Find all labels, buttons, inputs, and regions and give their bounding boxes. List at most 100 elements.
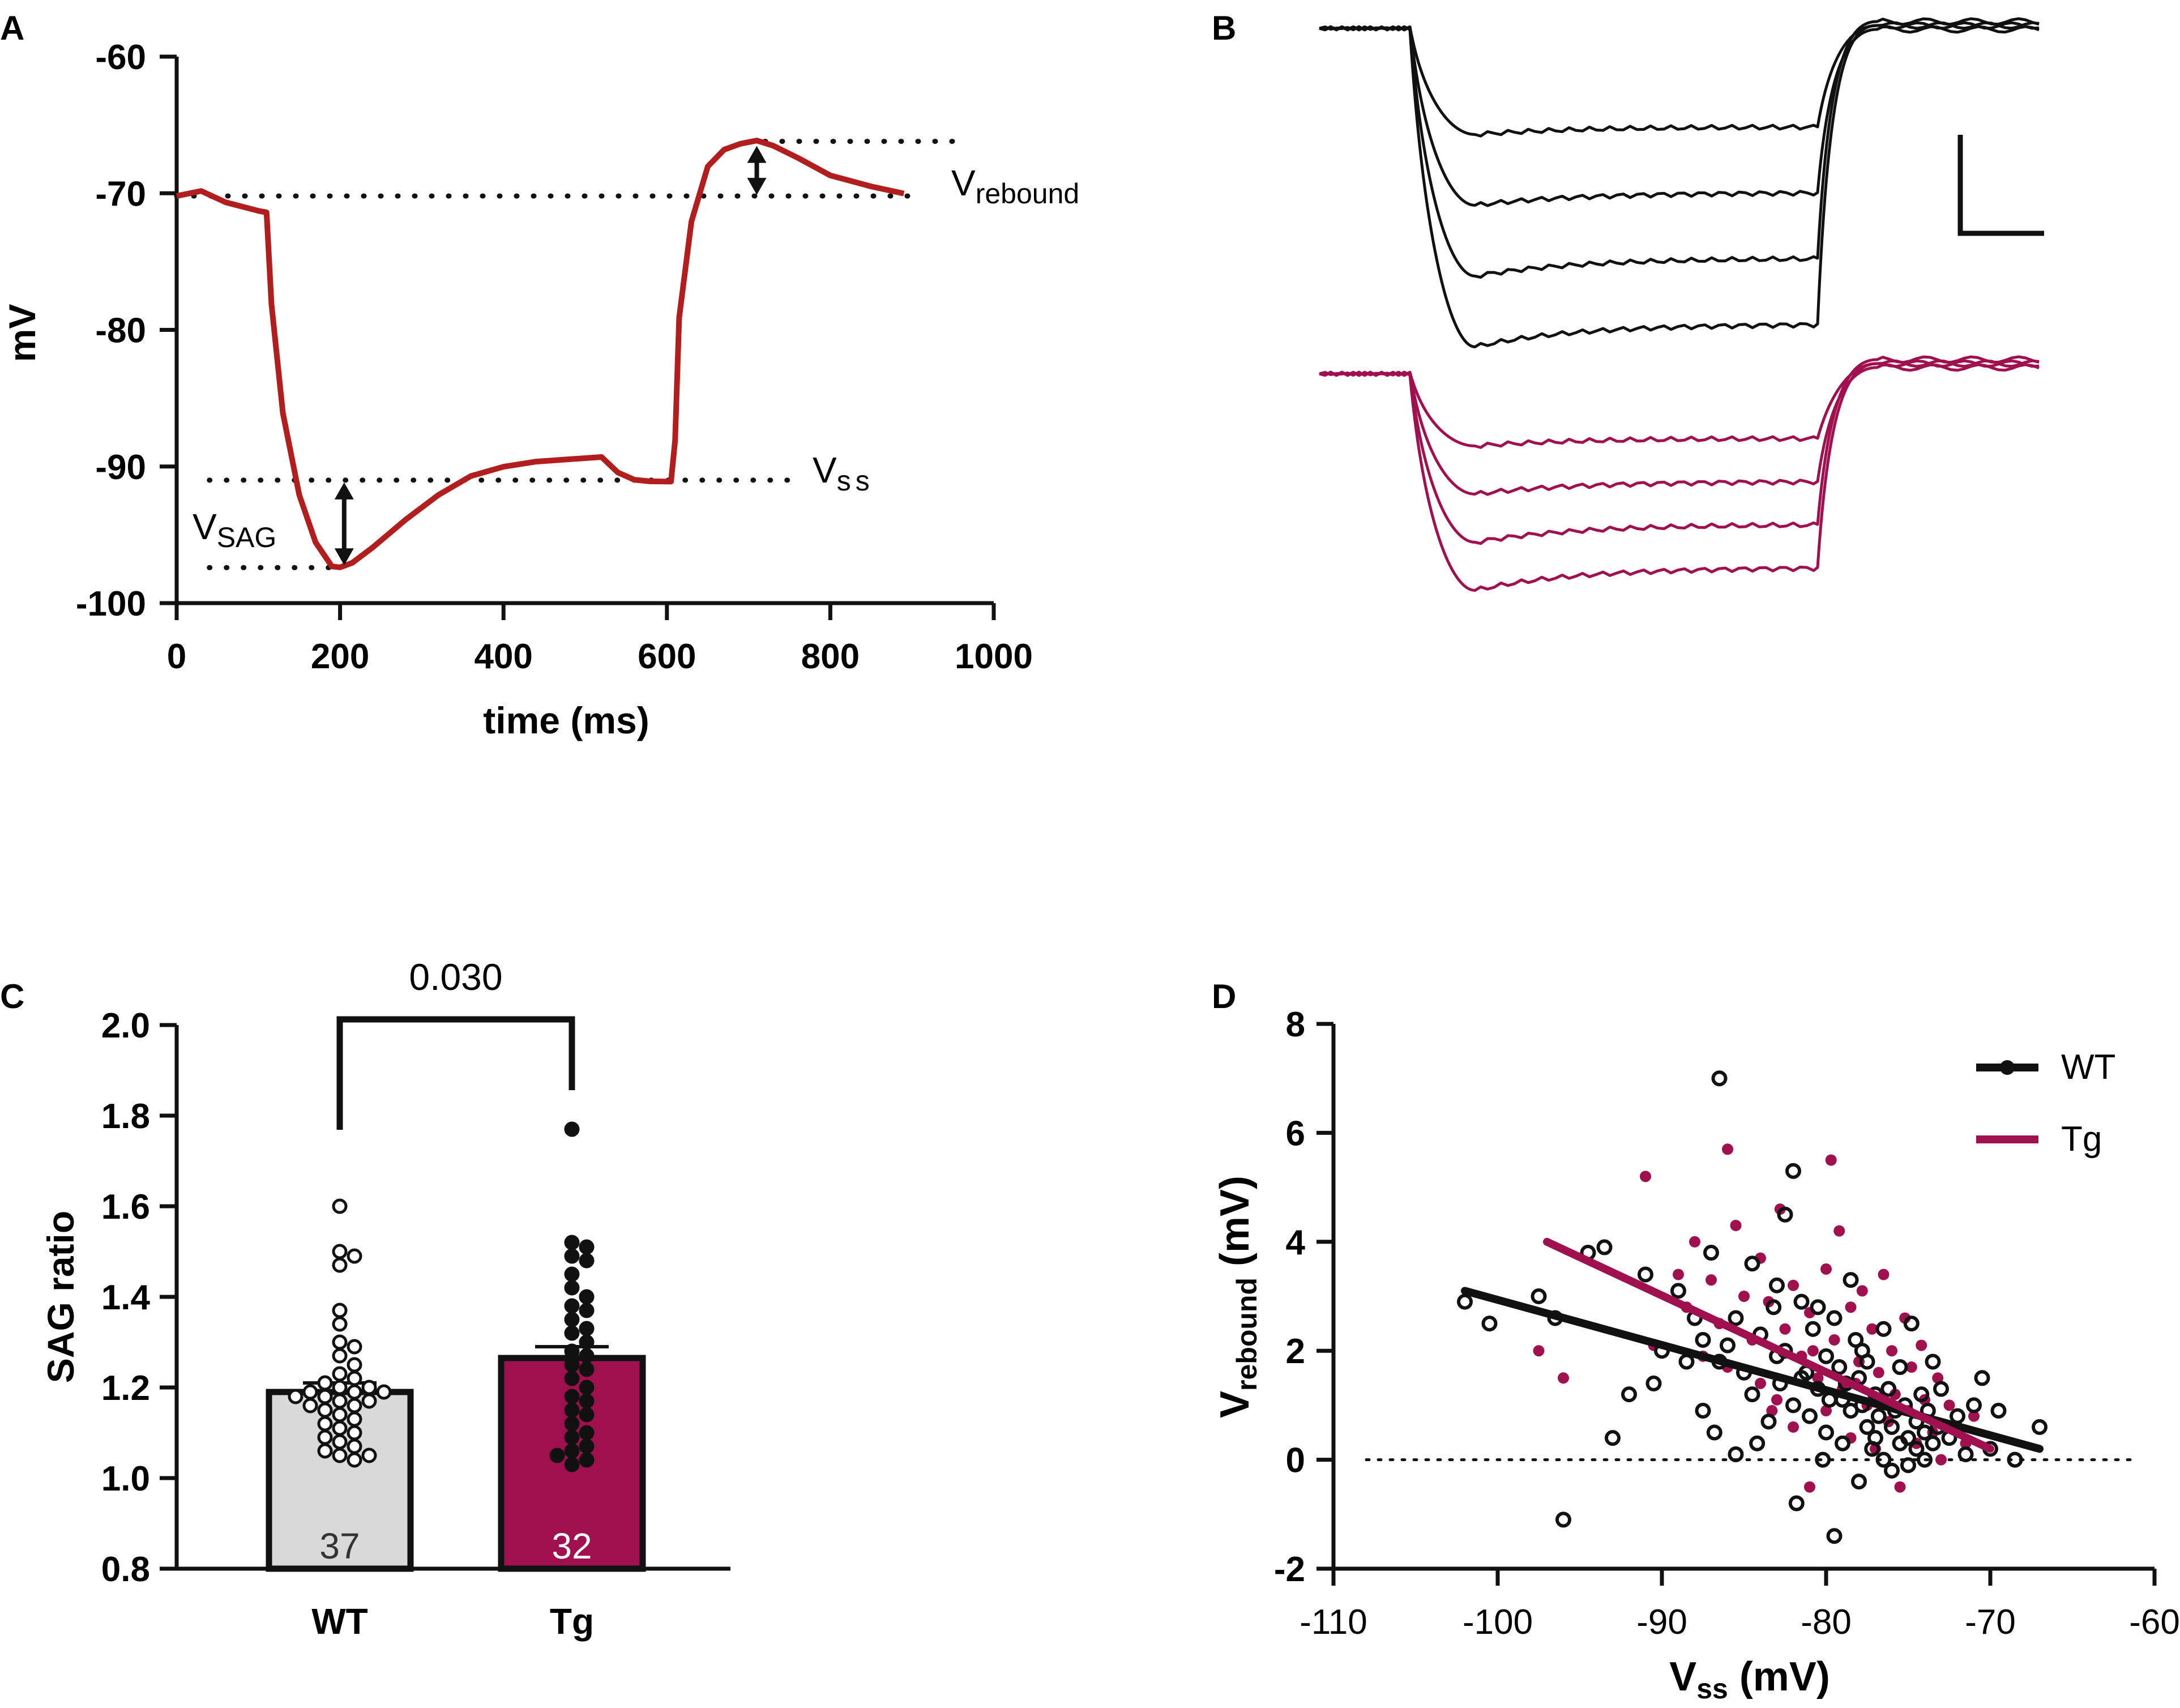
c-point-WT [347, 1370, 362, 1386]
a-y-tick-label: -70 [95, 174, 146, 214]
d-point-wt [1728, 1446, 1744, 1462]
d-point-wt [1957, 1446, 1974, 1462]
c-point-WT [332, 1393, 348, 1409]
c-point-WT [332, 1303, 348, 1318]
d-point-wt [1769, 1277, 1785, 1293]
b-tg-trace [1319, 359, 2040, 449]
b-tg-traces [1319, 355, 2040, 592]
d-point-wt [1880, 1381, 1897, 1397]
d-point-wt [1766, 1299, 1782, 1316]
c-point-WT [347, 1438, 362, 1454]
d-point-tg [1807, 1345, 1819, 1357]
d-point-wt [1818, 1424, 1834, 1441]
d-y-tick-label: -2 [1274, 1550, 1305, 1589]
b-wt-trace [1319, 21, 2040, 138]
d-point-wt [1892, 1359, 1908, 1376]
d-point-wt [1835, 1435, 1850, 1451]
d-x-tick-label: -60 [2129, 1603, 2180, 1642]
d-point-wt [1974, 1370, 1990, 1386]
c-point-Tg [564, 1389, 580, 1404]
d-point-tg [1894, 1481, 1906, 1493]
c-point-WT [332, 1348, 348, 1364]
d-point-wt [1826, 1528, 1843, 1544]
c-point-WT [347, 1339, 362, 1355]
c-point-Tg [549, 1447, 565, 1463]
c-y-tick-label: 1.6 [101, 1188, 150, 1227]
c-point-WT [317, 1389, 333, 1404]
a-x-ticks: 0 200 400 600 800 1000 [167, 603, 1033, 676]
c-point-WT [347, 1357, 362, 1373]
a-x-tick-label: 600 [638, 637, 696, 676]
d-point-tg [1943, 1399, 1955, 1411]
d-point-wt [1670, 1283, 1686, 1299]
d-point-tg [1932, 1372, 1944, 1384]
d-point-wt [1638, 1266, 1653, 1283]
d-point-wt [1826, 1310, 1843, 1326]
c-point-Tg [564, 1416, 580, 1432]
d-x-tick-label: -70 [1965, 1603, 2016, 1642]
d-point-tg [1730, 1219, 1742, 1231]
c-point-WT [332, 1380, 348, 1395]
c-point-WT [317, 1375, 333, 1391]
a-annot-v-ss: Vss [813, 450, 874, 497]
d-point-tg [1916, 1339, 1927, 1351]
c-point-Tg [579, 1348, 595, 1364]
c-bars [266, 1121, 646, 1572]
c-point-Tg [564, 1312, 580, 1327]
d-point-tg [1820, 1263, 1832, 1275]
d-y-label: Vrebound (mV) [1212, 1176, 1263, 1418]
d-point-wt [1875, 1451, 1892, 1468]
d-point-wt [1831, 1359, 1848, 1376]
d-point-wt [1903, 1316, 1920, 1332]
c-point-Tg [564, 1121, 580, 1137]
c-n-tg: 32 [552, 1526, 592, 1566]
a-y-tick-label: -80 [95, 311, 146, 351]
d-point-wt [1818, 1348, 1834, 1364]
c-y-tick-label: 2.0 [101, 1006, 150, 1045]
d-point-wt [1990, 1403, 2007, 1419]
d-point-wt [1695, 1403, 1711, 1419]
c-point-WT [347, 1248, 362, 1264]
a-x-tick-label: 200 [311, 637, 369, 676]
a-y-tick-label: -90 [95, 448, 146, 487]
c-point-WT [317, 1443, 333, 1459]
c-point-Tg [579, 1407, 595, 1423]
d-point-wt [1720, 1337, 1736, 1353]
a-sag-arrow-head-down [334, 548, 354, 566]
c-point-Tg [579, 1303, 595, 1318]
c-p-value: 0.030 [409, 956, 502, 998]
d-point-wt [1785, 1397, 1801, 1414]
a-rebound-arrow-head-down [747, 178, 767, 195]
d-point-wt [1854, 1343, 1870, 1359]
c-point-Tg [579, 1452, 595, 1468]
d-point-wt [1810, 1299, 1826, 1316]
d-point-tg [1788, 1279, 1799, 1291]
d-point-tg [1533, 1345, 1545, 1357]
panel-label-b: B [1212, 9, 1236, 47]
c-y-tick-label: 0.8 [101, 1550, 150, 1589]
d-y-tick-label: 0 [1286, 1441, 1305, 1480]
b-wt-trace [1319, 17, 2040, 279]
d-point-wt [1793, 1293, 1810, 1310]
d-y-tick-label: 8 [1286, 1005, 1305, 1044]
d-point-wt [1645, 1375, 1662, 1391]
c-point-Tg [579, 1380, 595, 1395]
c-point-WT [332, 1244, 348, 1259]
panel-label-c: C [0, 977, 24, 1015]
d-point-wt [1760, 1414, 1777, 1430]
d-point-tg [1873, 1367, 1884, 1378]
d-point-tg [1820, 1405, 1832, 1417]
d-x-label: Vss (mV) [1669, 1654, 1830, 1705]
d-fit-lines [1461, 1237, 2044, 1453]
c-point-WT [288, 1389, 304, 1404]
c-point-WT [332, 1366, 348, 1382]
panel-label-a: A [0, 9, 24, 47]
c-point-WT [347, 1411, 362, 1427]
c-point-Tg [564, 1457, 580, 1472]
d-point-wt [1621, 1386, 1637, 1403]
d-point-wt [1859, 1419, 1875, 1435]
d-point-tg [1833, 1225, 1845, 1237]
d-point-wt [1900, 1457, 1916, 1474]
c-point-Tg [579, 1393, 595, 1409]
